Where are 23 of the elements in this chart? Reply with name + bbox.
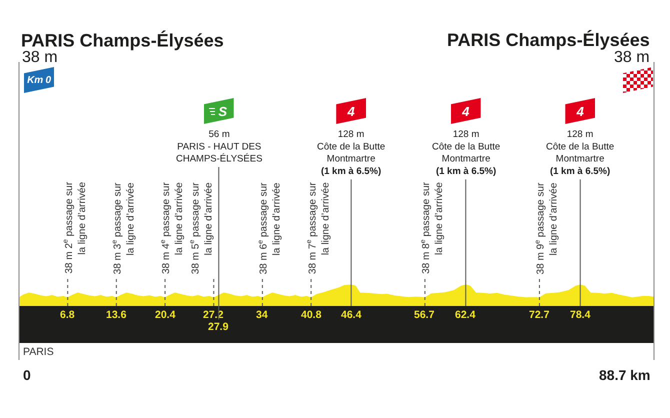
ref-line-label: 56 m PARIS - HAUT DES CHAMPS-ÉLYSÉES	[176, 129, 262, 165]
text: 88.7 km	[599, 367, 650, 383]
x-tick-label: 27.2	[203, 309, 224, 321]
ref-line-label: 128 m Côte de la Butte Montmartre (1 km à 6.5%)	[432, 129, 500, 178]
x-tick-label: 46.4	[341, 309, 362, 321]
x-tick-label: 6.8	[60, 309, 75, 321]
text: PARIS Champs-Élysées	[447, 30, 650, 50]
chart-subtitle: 38 m	[22, 49, 58, 66]
x-tick-label: 72.7	[529, 309, 550, 321]
x-tick-label: 40.8	[301, 309, 322, 321]
x-tick-label: 62.4	[455, 309, 476, 321]
text: 0	[23, 367, 31, 383]
text: 38 m	[614, 49, 650, 66]
x-tick-label: 56.7	[414, 309, 435, 321]
ref-line-label: 128 m Côte de la Butte Montmartre (1 km à 6.5%)	[317, 129, 386, 178]
ref-line-label: 128 m Côte de la Butte Montmartre (1 km à 6.5%)	[546, 129, 614, 178]
text: PARIS	[23, 346, 54, 358]
x-tick-label: 13.6	[106, 309, 127, 321]
x-tick-label: 78.4	[570, 309, 591, 321]
annotation: 27.9	[208, 321, 229, 333]
chart-title: PARIS Champs-Élysées	[21, 30, 224, 50]
x-tick-label: 34	[256, 309, 268, 321]
x-tick-label: 20.4	[155, 309, 176, 321]
